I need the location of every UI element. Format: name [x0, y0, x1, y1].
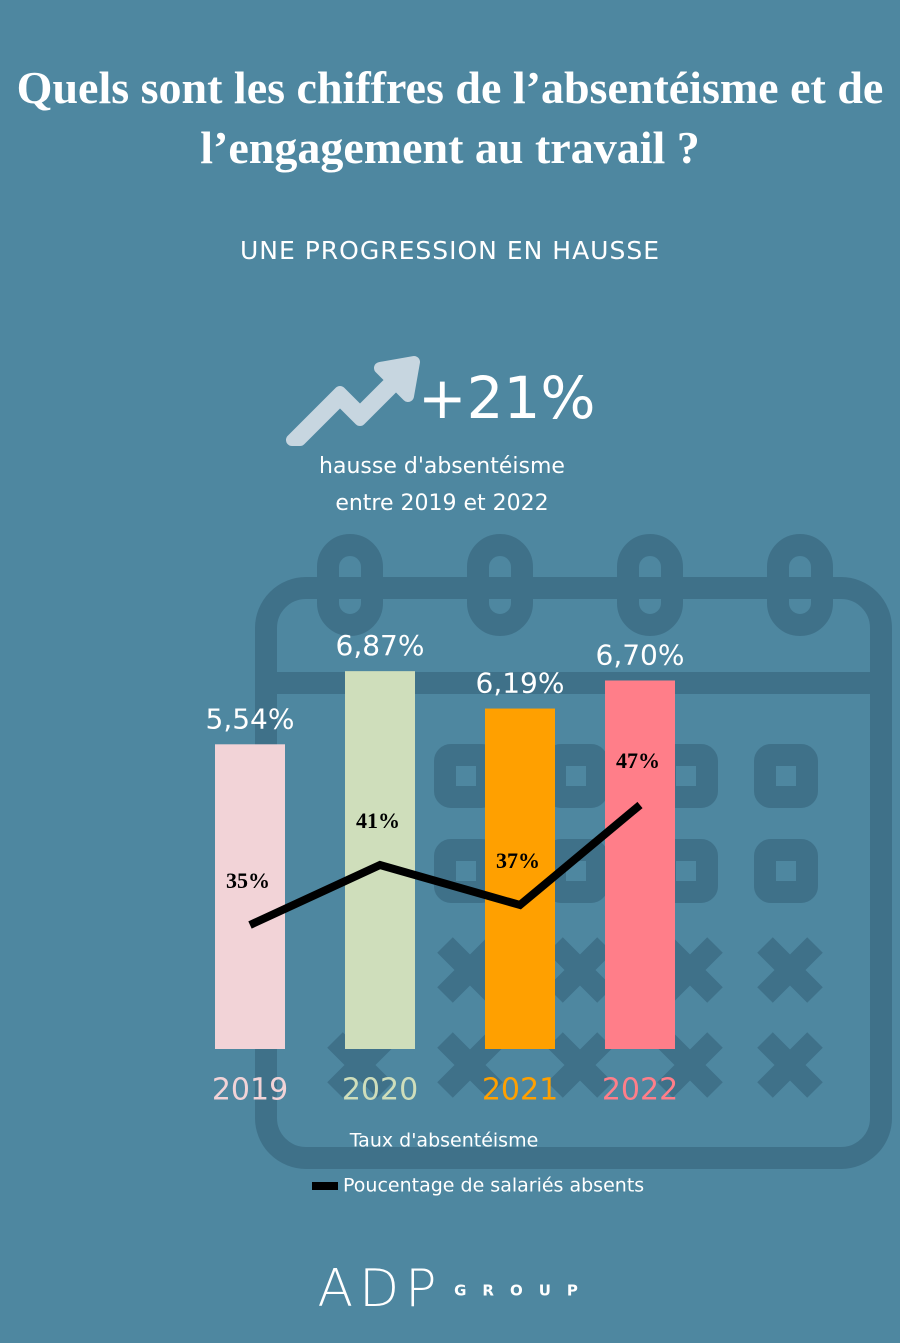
bar: [605, 680, 675, 1049]
bar: [215, 744, 285, 1049]
x-tick-label: 2021: [482, 1073, 558, 1108]
bar-value-label: 6,87%: [336, 629, 425, 662]
title: Quels sont les chiffres de l’absentéisme…: [16, 62, 884, 173]
x-tick-label: 2020: [342, 1073, 418, 1108]
bar: [345, 671, 415, 1049]
line-value-label: 37%: [496, 848, 540, 873]
logo-tag: GROUP: [454, 1282, 594, 1300]
x-tick-label: 2022: [602, 1073, 678, 1108]
logo-name: ADP: [318, 1259, 443, 1319]
bar-value-label: 5,54%: [206, 702, 295, 735]
x-tick-label: 2019: [212, 1073, 288, 1108]
legend-label: Taux d'absentéisme: [349, 1130, 539, 1152]
line: [248, 801, 643, 929]
line-value-label: 35%: [226, 868, 270, 893]
highlight-text: hausse d'absentéisme: [319, 454, 565, 479]
bar: [485, 708, 555, 1049]
line-value-label: 41%: [356, 808, 400, 833]
bar-value-label: 6,19%: [476, 667, 565, 700]
subtitle: UNE PROGRESSION EN HAUSSE: [239, 236, 661, 265]
legend-label: Poucentage de salariés absents: [343, 1175, 644, 1197]
bar-value-label: 6,70%: [596, 639, 685, 672]
highlight-text: entre 2019 et 2022: [335, 491, 548, 516]
trend-arrow: [286, 356, 420, 446]
highlight-value: +21%: [418, 364, 596, 432]
line-value-label: 47%: [616, 748, 660, 773]
